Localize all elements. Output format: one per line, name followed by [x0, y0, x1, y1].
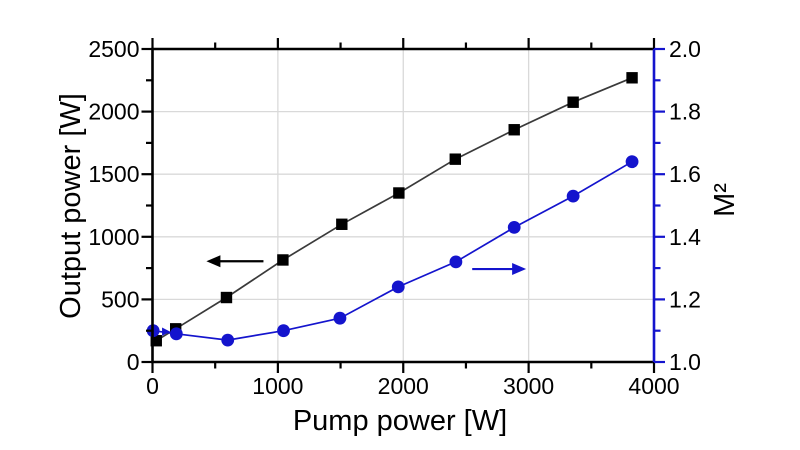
output-data-point: [336, 218, 348, 230]
x-tick-label: 3000: [503, 373, 554, 399]
right-tick-label: 1.8: [669, 99, 701, 125]
right-axis-title: M²: [709, 183, 741, 217]
output-data-point: [220, 291, 233, 304]
right-tick-label: 1.6: [669, 161, 701, 187]
left-tick-label: 2500: [88, 36, 139, 62]
output-data-point: [449, 153, 461, 165]
m2-data-point: [566, 189, 580, 203]
output-data-point: [567, 96, 579, 108]
right-axis-arrowhead: [512, 263, 527, 276]
m2-curve-start-arrowhead: [162, 327, 171, 336]
output-series-line: [155, 77, 633, 342]
m2-data-point: [507, 221, 521, 234]
left-tick-label: 1500: [88, 161, 139, 187]
x-axis-title: Pump power [W]: [293, 405, 507, 437]
x-tick-label: 0: [146, 373, 159, 399]
m2-data-point: [449, 255, 463, 269]
output-data-point: [150, 335, 162, 347]
m2-series-line: [152, 160, 633, 341]
x-tick-label: 2000: [378, 373, 429, 399]
m2-data-point: [391, 280, 405, 294]
left-axis-title: Output power [W]: [55, 93, 87, 319]
right-tick-label: 1.0: [669, 349, 701, 375]
x-tick-label: 4000: [628, 373, 679, 399]
output-data-point: [277, 254, 289, 266]
left-tick-label: 1000: [88, 224, 139, 250]
left-axis-arrowhead: [206, 255, 221, 268]
m2-data-point: [333, 311, 347, 325]
right-tick-label: 1.2: [669, 286, 701, 312]
plot-area: 0 1000 2000 3000 4000 0 500 1000 1500 2000 2500 1.0…: [88, 36, 701, 399]
right-tick-label: 1.4: [669, 224, 701, 250]
m2-data-point: [277, 324, 290, 338]
right-tick-label: 2.0: [669, 36, 701, 62]
output-data-point: [393, 187, 405, 199]
x-tick-label: 1000: [252, 373, 303, 399]
output-data-point: [508, 124, 520, 136]
left-tick-label: 2000: [88, 99, 139, 125]
output-data-point: [626, 72, 638, 84]
m2-data-point: [221, 333, 235, 347]
left-tick-label: 500: [101, 286, 139, 312]
m2-data-point: [169, 327, 183, 341]
m2-data-point: [625, 155, 639, 169]
left-tick-label: 0: [127, 349, 140, 375]
